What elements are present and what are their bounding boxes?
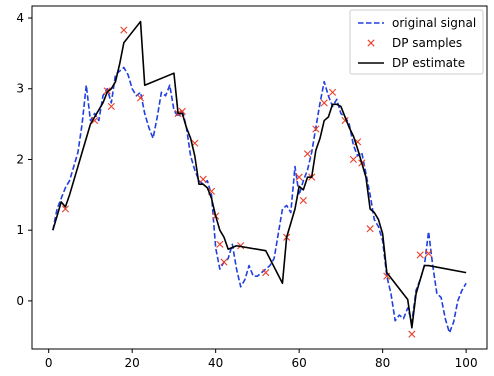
- x-tick-label: 100: [455, 356, 478, 370]
- legend-label-original-signal: original signal: [392, 16, 476, 30]
- x-axis: 0 20 40 60 80 100: [45, 349, 478, 370]
- data-point-marker: [91, 116, 99, 125]
- y-tick-label: 3: [16, 82, 24, 96]
- x-tick-label: 80: [375, 356, 390, 370]
- x-tick-label: 40: [208, 356, 223, 370]
- data-point-marker: [199, 175, 207, 183]
- series-line-dp-estimate: [52, 20, 467, 329]
- data-point-marker: [312, 125, 320, 133]
- data-point-marker: [408, 330, 416, 338]
- data-point-marker: [383, 272, 391, 280]
- y-tick-label: 4: [16, 11, 24, 25]
- data-point-marker: [328, 88, 337, 96]
- data-point-marker: [366, 225, 374, 233]
- legend: original signal DP samples DP estimate: [349, 9, 484, 75]
- x-tick-label: 20: [125, 356, 140, 370]
- legend-box: [349, 9, 484, 75]
- data-point-marker: [216, 240, 224, 248]
- data-point-marker: [320, 99, 328, 107]
- data-point-marker: [107, 102, 115, 111]
- data-point-marker: [120, 26, 128, 34]
- data-point-marker: [424, 249, 433, 258]
- y-tick-label: 0: [16, 294, 24, 308]
- data-point-marker: [103, 87, 111, 95]
- data-point-marker: [295, 173, 303, 181]
- data-point-marker: [303, 150, 312, 158]
- series-line-original-signal: [52, 66, 467, 334]
- x-tick-label: 0: [45, 356, 53, 370]
- axes-frame: [31, 5, 488, 350]
- data-point-marker: [220, 258, 228, 266]
- data-point-marker: [136, 94, 145, 102]
- x-tick-label: 60: [292, 356, 307, 370]
- data-point-marker: [262, 269, 270, 277]
- legend-handle-dp-samples: [367, 39, 375, 47]
- series-layer: [52, 20, 467, 338]
- legend-label-dp-samples: DP samples: [392, 36, 462, 50]
- legend-label-dp-estimate: DP estimate: [392, 56, 465, 70]
- data-point-marker: [299, 196, 307, 205]
- data-point-marker: [61, 205, 69, 213]
- data-point-marker: [416, 251, 424, 259]
- y-tick-label: 1: [16, 223, 24, 237]
- y-axis: 0 1 2 3 4: [16, 11, 32, 308]
- data-point-marker: [349, 155, 358, 164]
- y-tick-label: 2: [16, 152, 24, 166]
